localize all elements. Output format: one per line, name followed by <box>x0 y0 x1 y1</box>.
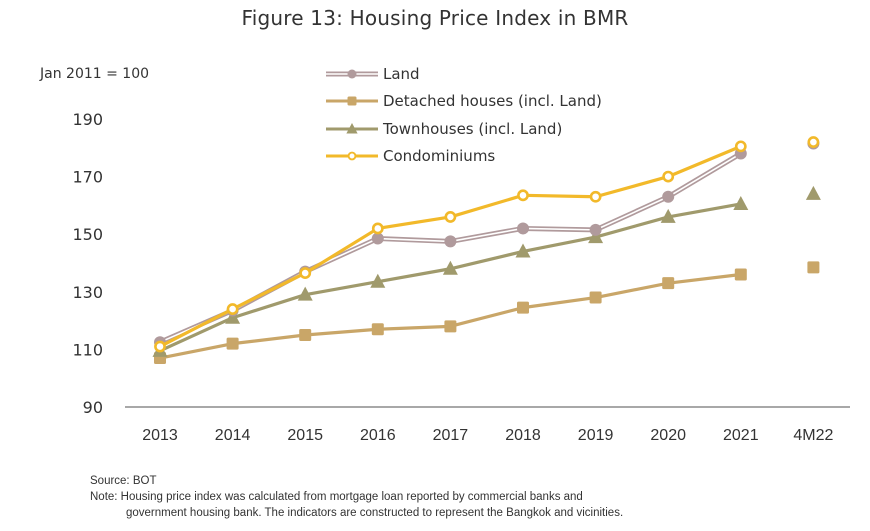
data-point-marker <box>371 232 384 245</box>
data-point-marker <box>807 261 820 274</box>
legend-label: Townhouses (incl. Land) <box>383 119 563 138</box>
data-point-marker <box>299 267 312 279</box>
data-point-marker <box>371 222 384 235</box>
data-point-marker <box>444 320 457 333</box>
x-tick-label: 2021 <box>723 427 759 444</box>
note-line-1: Note: Housing price index was calculated… <box>90 491 583 503</box>
y-tick-label: 130 <box>72 283 103 302</box>
legend-swatch-icon <box>326 122 378 134</box>
series-line <box>159 272 741 360</box>
series-detached-houses-incl-land <box>154 261 820 365</box>
data-point-marker <box>442 260 458 275</box>
series-townhouses-incl-land <box>152 185 821 357</box>
x-tick-label: 2016 <box>360 427 396 444</box>
source-note: Source: BOT <box>90 475 157 487</box>
legend-swatch-icon <box>326 96 378 106</box>
data-point-marker <box>370 273 386 288</box>
data-point-marker <box>297 286 313 301</box>
x-axis-ticks: 2013 2014 2015 2016 2017 2018 2019 2020 2021 4M22 <box>142 427 833 444</box>
data-point-marker <box>734 140 747 153</box>
data-point-marker <box>662 190 675 203</box>
data-point-marker <box>299 329 312 341</box>
data-point-marker <box>347 151 357 161</box>
data-point-marker <box>515 243 531 258</box>
legend-item: Townhouses (incl. Land) <box>325 115 602 143</box>
data-point-marker <box>805 185 821 200</box>
y-tick-label: 110 <box>72 340 103 359</box>
data-point-marker <box>154 340 166 353</box>
data-point-marker <box>662 170 675 183</box>
x-tick-label: 2020 <box>650 427 686 444</box>
data-point-marker <box>517 301 529 314</box>
x-tick-label: 2013 <box>142 427 178 444</box>
series-layer <box>152 136 821 365</box>
data-point-marker <box>589 291 602 304</box>
y-tick-label: 90 <box>83 398 103 417</box>
series-condominiums <box>154 136 820 353</box>
data-point-marker <box>807 136 820 148</box>
legend-swatch-icon <box>326 151 378 161</box>
note-line-2: government housing bank. The indicators … <box>126 507 624 519</box>
legend-item: Condominiums <box>325 143 602 171</box>
y-tick-label: 170 <box>72 168 103 187</box>
x-tick-label: 2014 <box>215 427 251 444</box>
y-axis-ticks: 90 110 130 150 170 190 <box>72 110 103 417</box>
data-point-marker <box>517 189 529 202</box>
y-axis-unit-label: Jan 2011 = 100 <box>40 66 150 82</box>
x-tick-label: 2018 <box>505 427 541 444</box>
data-point-marker <box>588 229 604 244</box>
data-point-marker <box>660 208 676 223</box>
legend-label: Land <box>383 64 420 83</box>
data-point-marker <box>225 309 241 324</box>
legend-label: Condominiums <box>383 147 496 166</box>
data-point-marker <box>733 195 749 210</box>
data-point-marker <box>347 96 357 106</box>
data-point-marker <box>444 211 457 223</box>
data-point-marker <box>589 190 602 203</box>
x-tick-label: 2017 <box>433 427 469 444</box>
legend-item: Detached houses (incl. Land) <box>325 88 602 116</box>
legend-swatch-icon <box>326 69 378 79</box>
data-point-marker <box>347 69 357 79</box>
legend-item: Land <box>325 60 602 88</box>
x-tick-label: 4M22 <box>793 427 833 444</box>
data-point-marker <box>734 268 747 281</box>
y-tick-label: 150 <box>72 225 103 244</box>
x-tick-label: 2015 <box>287 427 323 444</box>
data-point-marker <box>662 277 675 290</box>
x-tick-label: 2019 <box>578 427 614 444</box>
data-point-marker <box>589 223 602 236</box>
data-point-marker <box>444 235 457 248</box>
data-point-marker <box>226 303 239 315</box>
footer-notes: Source: BOT Note: Housing price index wa… <box>90 473 623 521</box>
data-point-marker <box>371 323 384 336</box>
legend-label: Detached houses (incl. Land) <box>383 92 602 111</box>
data-point-marker <box>346 122 358 134</box>
y-tick-label: 190 <box>72 110 103 129</box>
chart-title: Figure 13: Housing Price Index in BMR <box>241 6 629 30</box>
data-point-marker <box>226 337 239 350</box>
legend: Land Detached houses (incl. Land) Townhous… <box>325 60 602 170</box>
data-point-marker <box>517 222 529 235</box>
